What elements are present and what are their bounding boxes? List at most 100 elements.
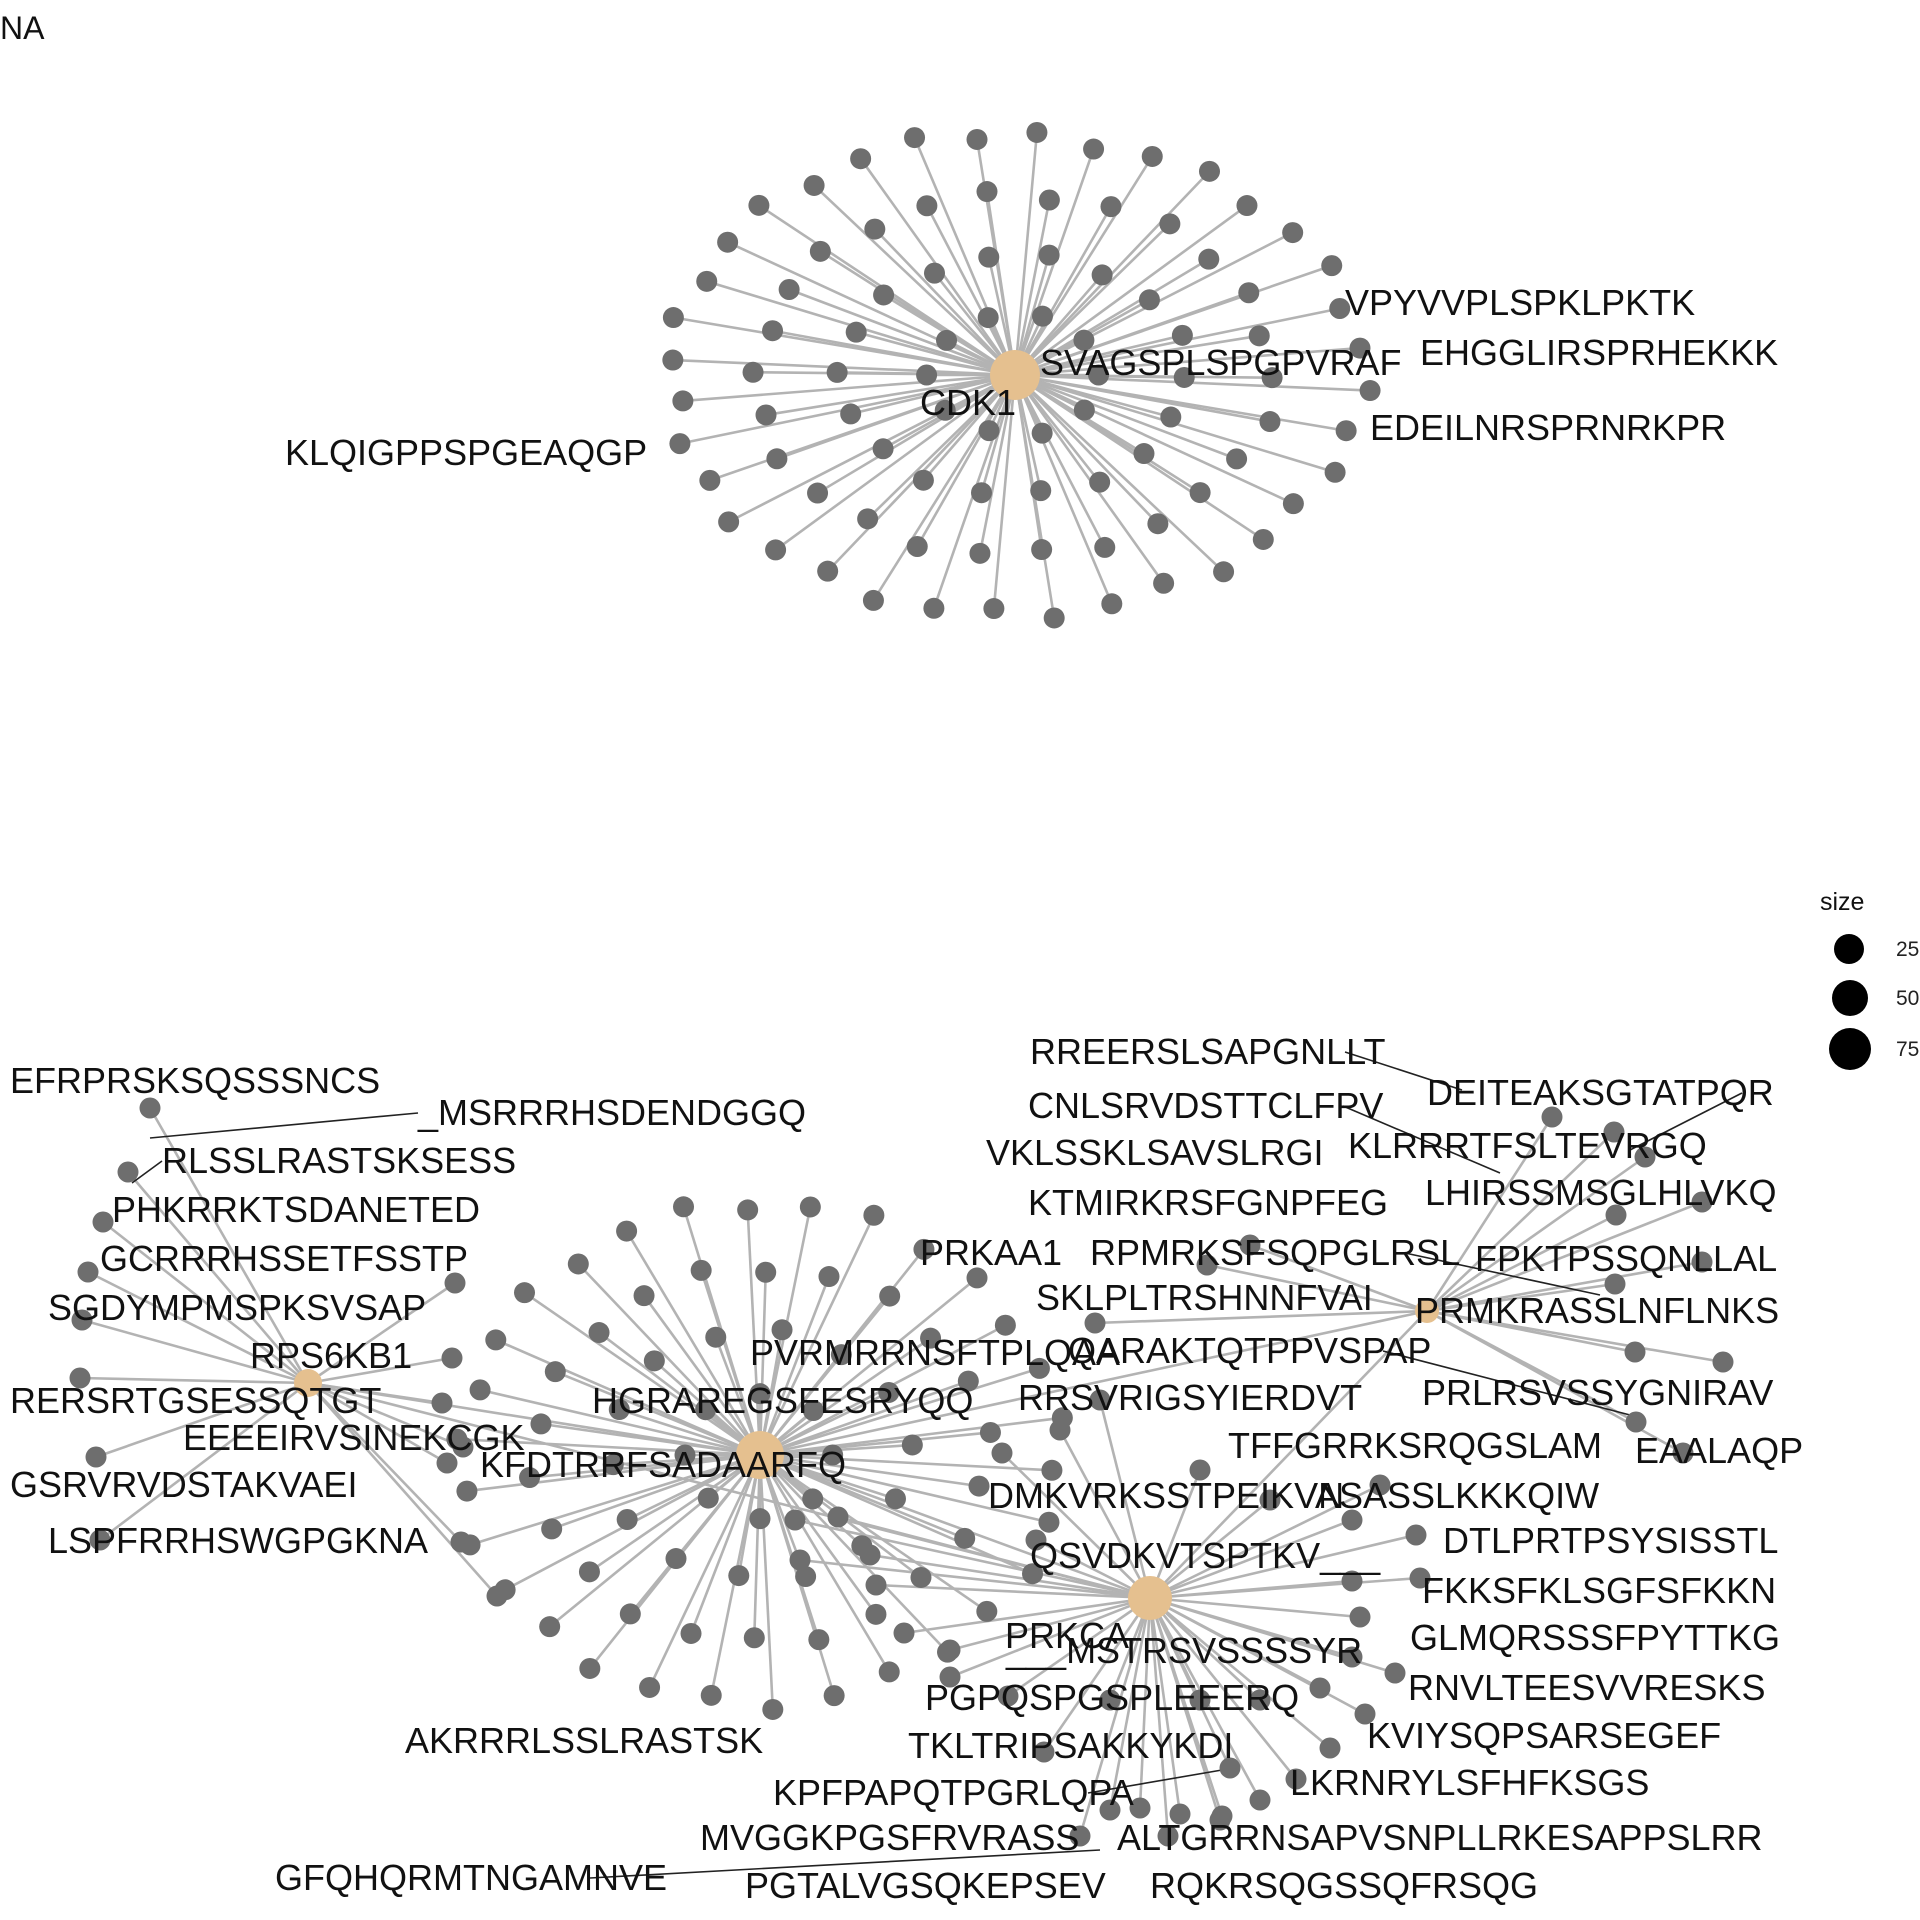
edge — [758, 1454, 878, 1616]
edge — [758, 1214, 876, 1456]
leaf-node — [616, 1509, 638, 1531]
leaf-node — [1238, 282, 1260, 304]
edge — [1149, 1596, 1361, 1619]
leaf-node — [884, 1488, 906, 1510]
leaf-node — [680, 1622, 702, 1644]
leaf-node — [1672, 1442, 1694, 1464]
leaf-node — [662, 349, 684, 371]
node-label: GLMQRSSSFPYTTKG — [1410, 1617, 1780, 1658]
leaf-node — [544, 1361, 566, 1383]
leaf-node — [809, 240, 831, 262]
leaf-node — [1169, 1803, 1191, 1825]
edge — [95, 1381, 309, 1459]
edge — [99, 1381, 309, 1542]
node-label: GFQHQRMTNGAMNVE — [275, 1857, 667, 1898]
edge — [1014, 204, 1248, 377]
edge — [642, 1294, 762, 1456]
leaf-node — [920, 1327, 942, 1349]
edge — [1013, 374, 1114, 605]
leaf-node — [1691, 1251, 1713, 1273]
leaf-node — [1173, 366, 1195, 388]
edge — [759, 1337, 932, 1457]
edge-layer — [79, 132, 1724, 1837]
leaf-node — [966, 1267, 988, 1289]
leaf-node — [85, 1446, 107, 1468]
edge — [1013, 199, 1051, 376]
leaf-node — [1335, 420, 1357, 442]
label-leader — [1382, 1350, 1631, 1416]
node-label: QSVDKVTSPTKV___ — [1030, 1535, 1381, 1576]
leaf-node — [1359, 380, 1381, 402]
edge — [1249, 1243, 1428, 1313]
legend-dot — [1834, 934, 1864, 964]
leaf-node — [859, 1544, 881, 1566]
leaf-node — [672, 390, 694, 412]
node-label: ALTGRRNSAPVSNPLLRKESAPPSLRR — [1117, 1817, 1763, 1858]
node-label: SKLPLTRSHNNFVAI — [1036, 1277, 1373, 1318]
edge — [1007, 1596, 1151, 1698]
leaf-node — [541, 1518, 563, 1540]
leaf-node — [1099, 1799, 1121, 1821]
leaf-node — [1319, 1737, 1341, 1759]
node-label: KVIYSQPSARSEGEF — [1367, 1715, 1721, 1756]
leaf-node — [665, 1548, 687, 1570]
edge — [1149, 1310, 1428, 1599]
edge — [759, 1453, 1050, 1524]
edge — [752, 1454, 762, 1638]
edge — [1426, 1155, 1646, 1313]
leaf-node — [808, 1629, 830, 1651]
edge — [813, 184, 1016, 376]
edge — [598, 1331, 761, 1457]
leaf-node — [1069, 1825, 1091, 1847]
edge — [1013, 374, 1106, 549]
edge — [1098, 1399, 1152, 1599]
leaf-node — [755, 1261, 777, 1283]
leaf-node — [1603, 1121, 1625, 1143]
node-label: VKLSSKLSAVSLRGI — [986, 1132, 1324, 1173]
edge — [1014, 346, 1361, 377]
leaf-node — [1041, 1459, 1063, 1481]
edge — [1149, 1597, 1261, 1701]
label-leader — [589, 1849, 1101, 1879]
edge — [495, 1338, 761, 1457]
edge — [758, 1276, 831, 1456]
edge — [753, 370, 1016, 377]
leaf-node — [762, 320, 784, 342]
leaf-node — [1324, 461, 1346, 483]
legend-title: size — [1820, 888, 1865, 916]
node-label: RREERSLSAPGNLLT — [1030, 1031, 1385, 1072]
label-leader-layer — [131, 1051, 1743, 1879]
edge — [759, 1276, 978, 1457]
leaf-node — [456, 1480, 478, 1502]
leaf-node — [1252, 528, 1274, 550]
edge — [1148, 1469, 1202, 1599]
leaf-node — [1038, 1511, 1060, 1533]
edge — [1149, 1533, 1417, 1600]
leaf-node — [1349, 337, 1371, 359]
node-label: RPS6KB1 — [250, 1335, 412, 1376]
edge — [682, 373, 1016, 403]
leaf-node — [139, 1097, 161, 1119]
node-label: KFDTRRFSADAARFQ — [480, 1444, 846, 1485]
leaf-node — [1138, 289, 1160, 311]
leaf-node — [910, 1566, 932, 1588]
leaf-node — [695, 1399, 717, 1421]
leaf-node — [1384, 1662, 1406, 1684]
leaf-node — [1049, 1419, 1071, 1441]
edge — [551, 1453, 761, 1531]
edge — [673, 316, 1016, 377]
edge — [523, 1291, 761, 1457]
leaf-node — [1022, 1563, 1044, 1585]
leaf-node — [578, 1561, 600, 1583]
node-label: EAALAQP — [1635, 1430, 1803, 1471]
leaf-node — [89, 1529, 111, 1551]
leaf-node — [743, 1627, 765, 1649]
leaf-node — [1712, 1351, 1734, 1373]
edge — [1148, 1597, 1170, 1837]
edge — [759, 1453, 1052, 1472]
edge — [728, 373, 1016, 524]
edge — [618, 1408, 761, 1457]
edge — [1138, 1597, 1152, 1809]
leaf-node — [1605, 1204, 1627, 1226]
leaf-node — [1249, 1689, 1271, 1711]
